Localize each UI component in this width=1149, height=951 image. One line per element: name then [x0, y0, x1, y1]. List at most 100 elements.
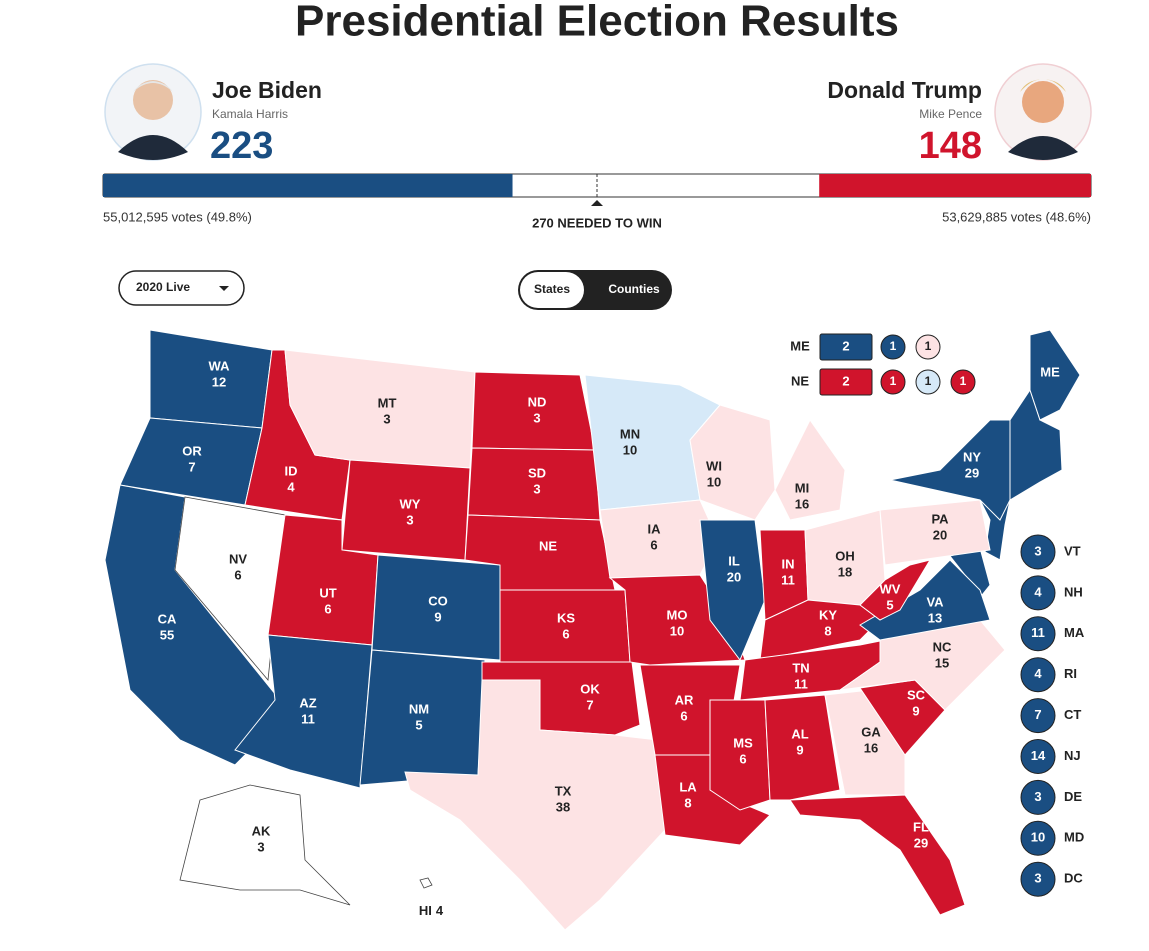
state-abbr: ND	[528, 394, 547, 409]
candidate-name: Joe Biden	[212, 77, 322, 103]
small-state-circle	[1020, 739, 1056, 774]
state-ev: 20	[727, 569, 741, 584]
state-abbr: FL	[913, 819, 929, 834]
popular-votes: 53,629,885 votes (48.6%)	[942, 209, 1091, 224]
state-abbr: NM	[409, 701, 429, 716]
portrait-trump	[994, 63, 1092, 161]
state-shape	[764, 694, 841, 801]
state-abbr: PA	[931, 511, 949, 526]
view-toggle[interactable]: States Counties	[518, 270, 672, 310]
state-abbr: HI	[419, 903, 432, 918]
state-abbr: NE	[539, 538, 557, 553]
small-state-ev: 3	[1034, 543, 1041, 558]
small-state-ev: 3	[1034, 871, 1041, 886]
electoral-votes: 148	[919, 125, 982, 167]
state-abbr: AK	[252, 823, 271, 838]
state-abbr: LA	[679, 779, 697, 794]
state-abbr: MT	[378, 395, 397, 410]
electoral-bar	[102, 173, 1092, 206]
state-ev: 10	[623, 442, 637, 457]
state-abbr: CA	[158, 611, 177, 626]
state-shape	[889, 419, 1011, 521]
state-ev: 38	[556, 799, 570, 814]
small-state-abbr: DE	[1064, 789, 1082, 804]
running-mate: Kamala Harris	[212, 107, 288, 121]
small-state-ev: 4	[1034, 584, 1042, 599]
small-state-circle	[1020, 616, 1056, 652]
state-abbr: WV	[880, 581, 901, 596]
state-ev: 11	[781, 572, 795, 587]
state-shape	[774, 419, 846, 521]
state-ev: 16	[795, 496, 809, 511]
state-abbr: TN	[792, 660, 809, 675]
state-shape	[859, 559, 932, 621]
state-abbr: OH	[835, 548, 855, 563]
state-ev: 7	[586, 697, 593, 712]
state-abbr: NY	[963, 449, 981, 464]
state-abbr: SC	[907, 687, 926, 702]
state-abbr: AZ	[299, 695, 316, 710]
page-title: Presidential Election Results	[295, 0, 899, 46]
state-abbr: GA	[861, 724, 881, 739]
small-state-ev: 10	[1031, 830, 1045, 845]
year-dropdown[interactable]: 2020 Live	[118, 270, 245, 306]
win-arrow	[591, 200, 603, 206]
state-abbr: IL	[728, 553, 740, 568]
small-state-circle	[1020, 534, 1056, 570]
state-shape	[419, 877, 433, 889]
small-state-circle	[1020, 861, 1056, 897]
state-shape	[709, 699, 771, 811]
state-ev: 5	[886, 597, 893, 612]
toggle-option[interactable]: States	[534, 282, 570, 296]
state-ev: 4	[436, 903, 444, 918]
state-ev: 9	[434, 609, 441, 624]
state-ev: 8	[684, 795, 691, 810]
small-state-abbr: NJ	[1064, 748, 1081, 763]
small-state-ev: 11	[1031, 625, 1045, 640]
small-state-circle	[1020, 575, 1056, 611]
split-value: 1	[890, 374, 897, 388]
state-ev: 3	[533, 481, 540, 496]
state-ev: 16	[864, 740, 878, 755]
small-state-ev: 7	[1034, 707, 1041, 722]
state-abbr: MN	[620, 426, 640, 441]
toggle-option[interactable]: Counties	[608, 282, 660, 296]
state-ev: 9	[796, 742, 803, 757]
state-abbr: MI	[795, 480, 809, 495]
state-shape	[879, 499, 991, 566]
state-ev: 3	[533, 410, 540, 425]
state-abbr: VA	[926, 594, 944, 609]
state-ev: 12	[212, 374, 226, 389]
split-circle	[880, 334, 906, 360]
state-ev: 7	[188, 459, 195, 474]
state-abbr: OK	[580, 681, 600, 696]
state-abbr: OR	[182, 443, 202, 458]
split-value: 1	[960, 374, 967, 388]
state-ev: 3	[257, 839, 264, 854]
state-ev: 11	[301, 711, 315, 726]
state-shape	[859, 559, 991, 641]
state-abbr: WY	[400, 496, 421, 511]
popular-votes: 55,012,595 votes (49.8%)	[103, 209, 252, 224]
bar-segment	[819, 174, 1091, 197]
state-ev: 6	[324, 601, 331, 616]
state-ev: 5	[415, 717, 422, 732]
small-state-ev: 3	[1034, 789, 1041, 804]
state-ev: 6	[562, 626, 569, 641]
split-value: 1	[890, 339, 897, 353]
state-ev: 11	[794, 676, 808, 691]
state-abbr: ID	[285, 463, 298, 478]
state-shape	[699, 519, 766, 661]
state-ev: 55	[160, 627, 174, 642]
split-circle	[915, 334, 941, 360]
small-state-circle	[1020, 698, 1056, 734]
state-ev: 6	[650, 537, 657, 552]
small-state-abbr: NH	[1064, 584, 1083, 599]
state-shape	[1029, 329, 1081, 421]
state-abbr: KY	[819, 607, 837, 622]
state-abbr: WA	[209, 358, 231, 373]
state-label: HI 4	[419, 903, 444, 918]
small-state-ev: 14	[1031, 748, 1046, 763]
split-circle	[915, 369, 941, 395]
